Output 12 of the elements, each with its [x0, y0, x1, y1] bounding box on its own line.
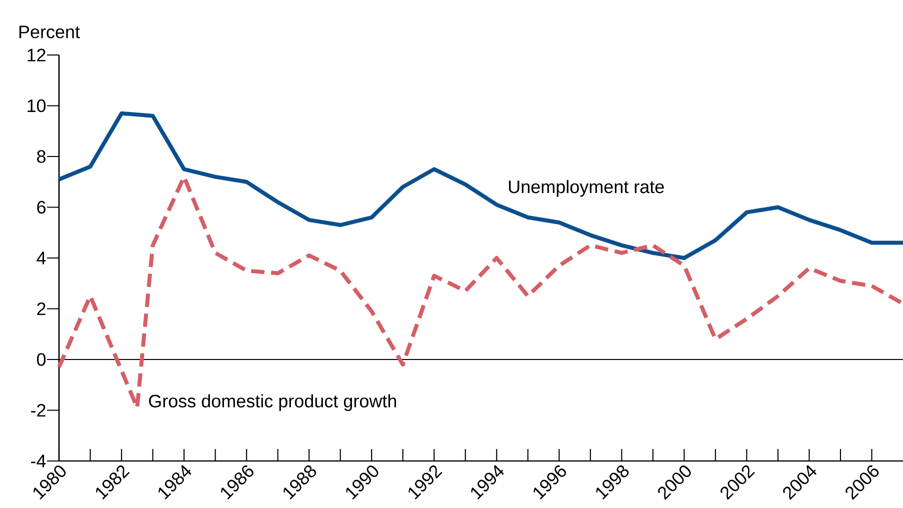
y-tick-label: 6 — [37, 200, 46, 214]
y-tick-label: 12 — [28, 48, 46, 62]
series-label: Gross domestic product growth — [149, 394, 396, 412]
y-tick-label: 10 — [28, 99, 46, 112]
y-tick-label: 2 — [37, 302, 46, 316]
y-tick-label: 4 — [36, 252, 46, 264]
y-tick-label: 8 — [37, 150, 46, 163]
y-tick-label: -2 — [31, 404, 46, 417]
series-label: Unemployment rate — [508, 180, 664, 197]
y-tick-label: -4 — [31, 454, 46, 468]
y-tick-label: 0 — [36, 353, 46, 366]
y-axis-title: Percent — [19, 26, 80, 38]
